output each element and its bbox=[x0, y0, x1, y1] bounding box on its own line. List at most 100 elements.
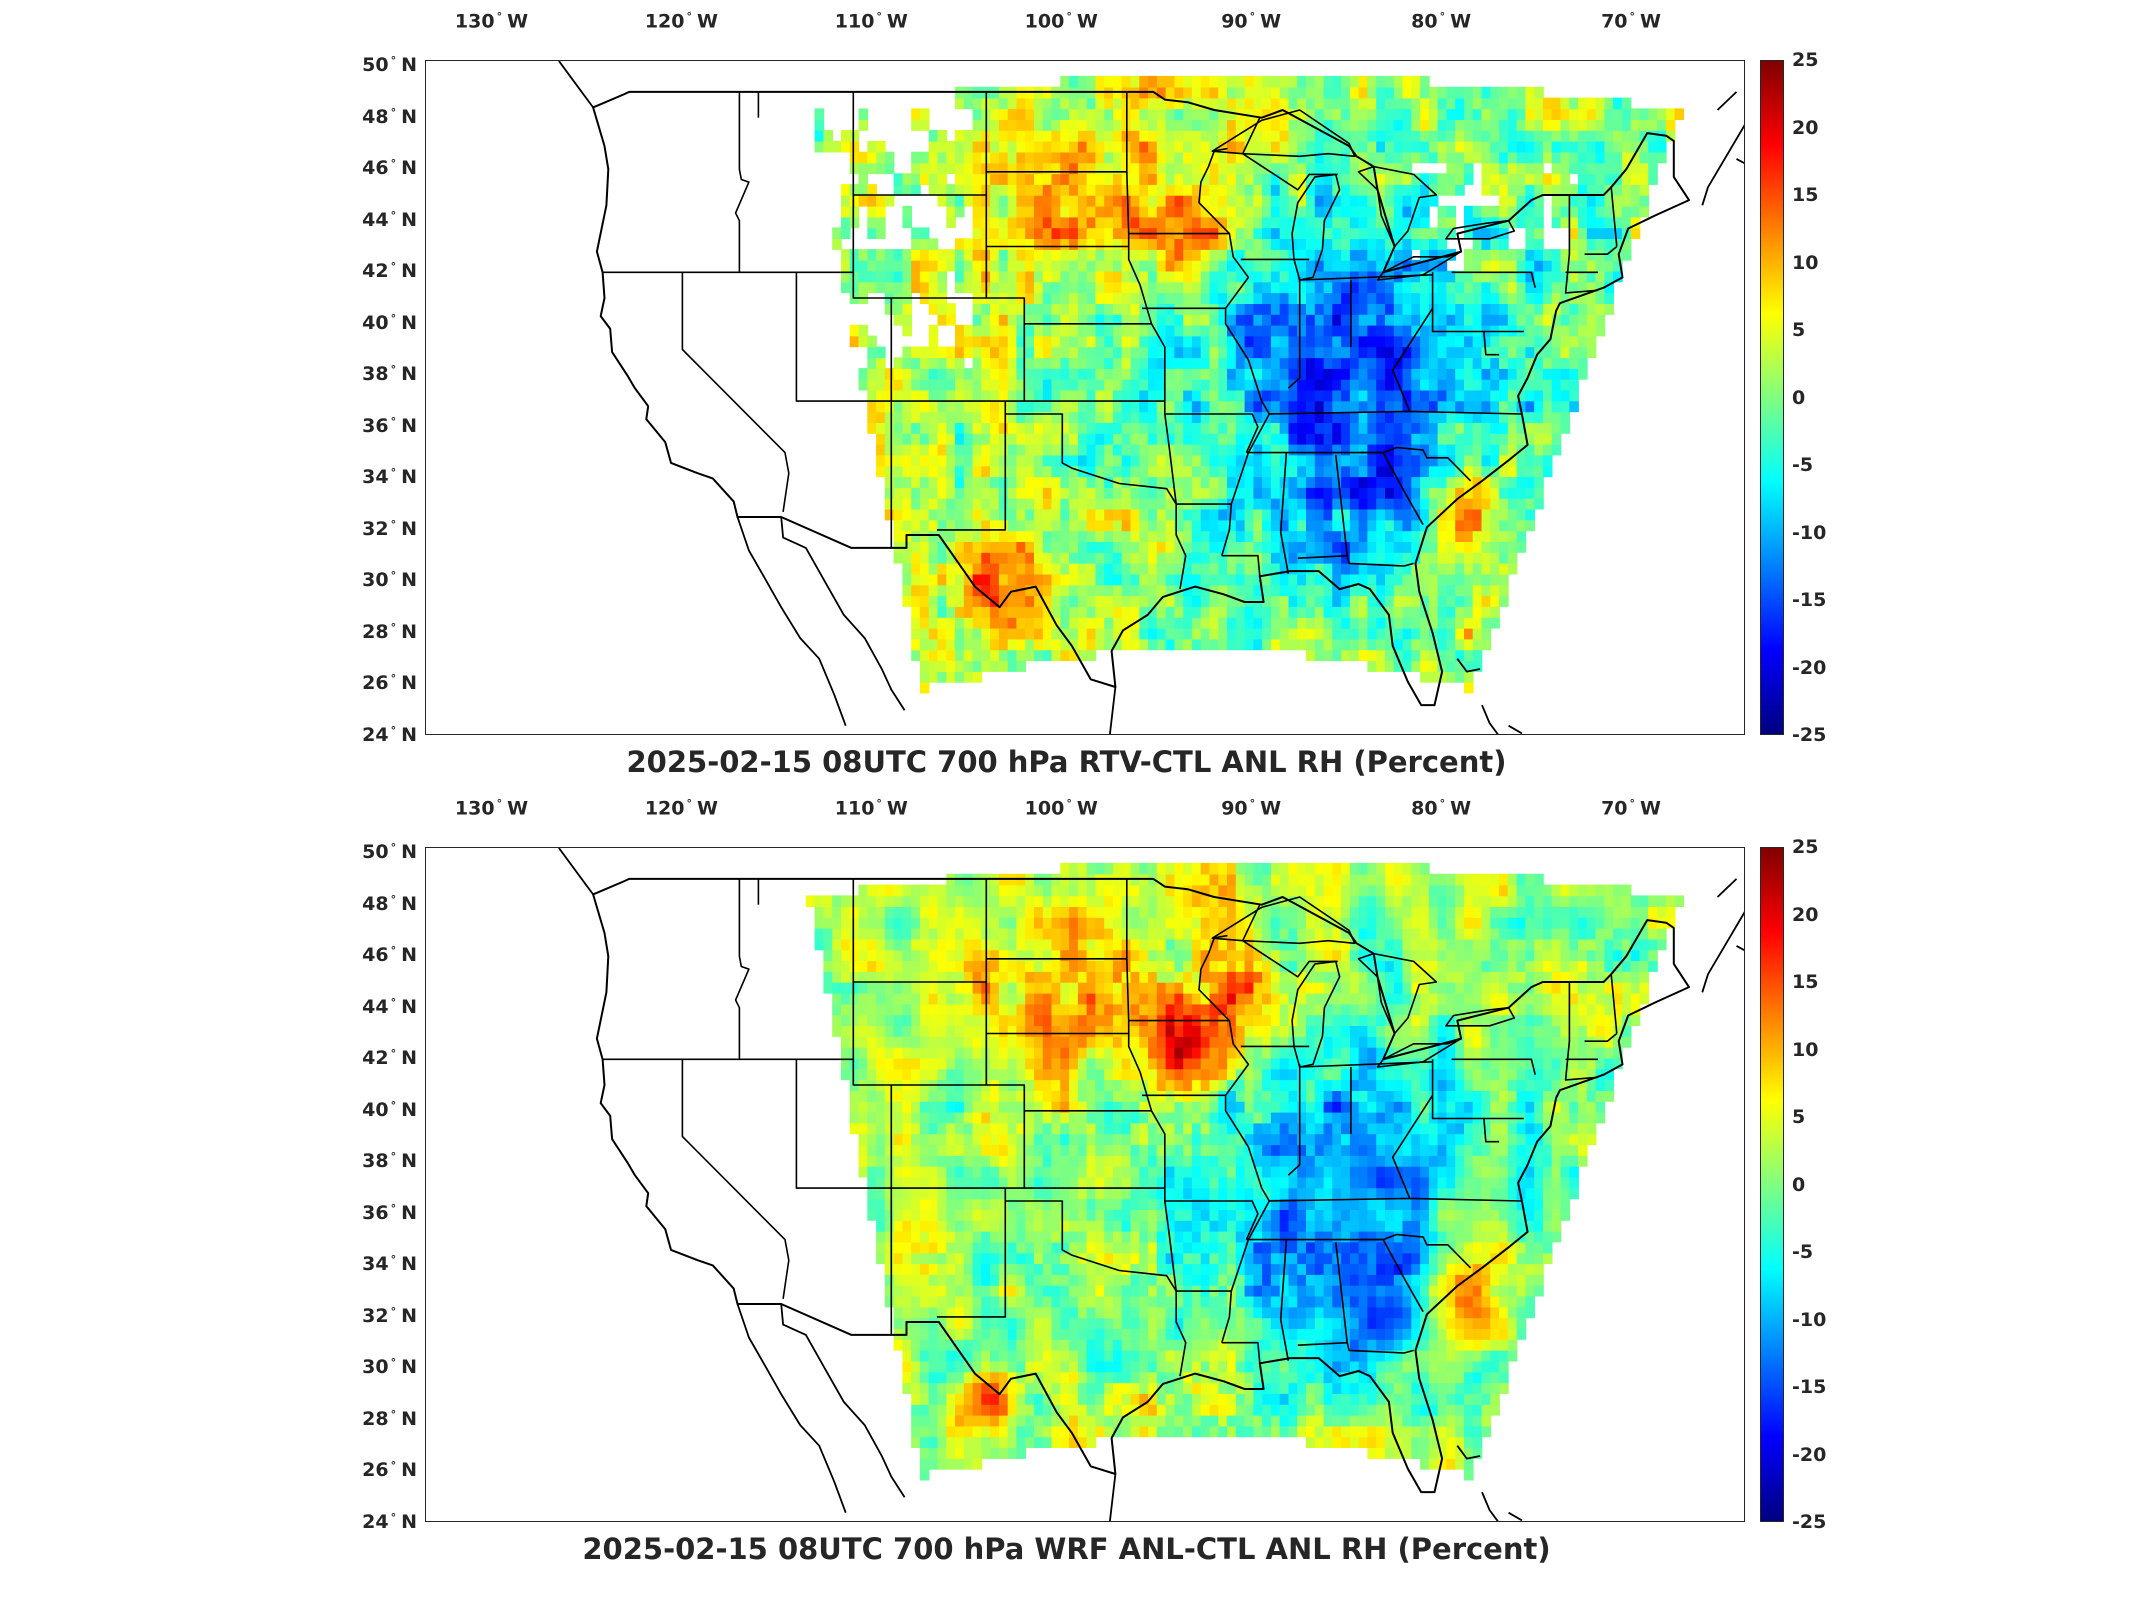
field-cell bbox=[1139, 1393, 1149, 1405]
field-cell bbox=[1104, 368, 1114, 380]
field-cell bbox=[1244, 476, 1255, 488]
field-cell bbox=[1183, 216, 1193, 229]
field-cell bbox=[1042, 292, 1053, 304]
field-cell bbox=[1086, 1371, 1097, 1384]
field-cell bbox=[1279, 552, 1290, 564]
field-cell bbox=[1464, 573, 1474, 586]
field-cell bbox=[1376, 649, 1386, 661]
field-cell bbox=[1578, 173, 1588, 185]
field-cell bbox=[1077, 562, 1088, 575]
field-cell bbox=[1551, 108, 1562, 120]
field-cell bbox=[1139, 75, 1149, 88]
field-cell bbox=[1191, 595, 1202, 607]
field-cell bbox=[1358, 1382, 1369, 1394]
field-cell bbox=[1235, 541, 1246, 553]
field-cell bbox=[1095, 1425, 1105, 1438]
field-cell bbox=[1323, 584, 1334, 597]
field-cell bbox=[1428, 195, 1439, 207]
field-cell bbox=[849, 259, 860, 272]
field-cell bbox=[1034, 216, 1044, 229]
field-cell bbox=[1314, 617, 1325, 629]
field-cell bbox=[1349, 411, 1360, 423]
field-cell bbox=[1481, 97, 1492, 110]
field-cell bbox=[1323, 508, 1334, 521]
field-cell bbox=[955, 184, 965, 196]
field-cell bbox=[884, 281, 895, 294]
field-cell bbox=[1262, 97, 1272, 110]
field-cell bbox=[1279, 173, 1290, 185]
field-cell bbox=[1332, 508, 1342, 521]
field-cell bbox=[1630, 195, 1641, 207]
field-cell bbox=[972, 227, 983, 239]
field-cell bbox=[1130, 151, 1141, 164]
field-cell bbox=[1253, 1425, 1263, 1438]
field-cell bbox=[990, 270, 1000, 283]
field-cell bbox=[1060, 552, 1070, 564]
field-cell bbox=[1499, 303, 1509, 315]
field-cell bbox=[1227, 75, 1237, 88]
field-cell bbox=[1306, 562, 1316, 575]
field-cell bbox=[1349, 433, 1360, 445]
field-cell bbox=[1428, 1458, 1439, 1470]
field-cell bbox=[1402, 617, 1413, 629]
field-cell bbox=[1034, 292, 1044, 304]
field-cell bbox=[1200, 476, 1211, 488]
field-cell bbox=[1174, 476, 1184, 488]
field-cell bbox=[981, 1328, 991, 1340]
field-cell bbox=[1262, 465, 1272, 478]
field-cell bbox=[1262, 368, 1272, 380]
field-cell bbox=[1525, 357, 1535, 369]
field-cell bbox=[893, 378, 904, 391]
field-cell bbox=[1060, 324, 1070, 337]
field-cell bbox=[1455, 151, 1465, 164]
field-cell bbox=[919, 270, 930, 283]
field-cell bbox=[998, 454, 1009, 467]
field-cell bbox=[1042, 227, 1053, 239]
field-cell bbox=[1385, 357, 1395, 369]
field-cell bbox=[1025, 238, 1035, 250]
field-cell bbox=[955, 1425, 965, 1438]
field-cell bbox=[1297, 324, 1307, 337]
field-cell bbox=[1051, 433, 1062, 445]
field-cell bbox=[972, 433, 983, 445]
field-cell bbox=[1165, 433, 1176, 445]
field-cell bbox=[1341, 195, 1351, 207]
field-cell bbox=[1148, 476, 1158, 488]
field-cell bbox=[1025, 465, 1035, 478]
field-cell bbox=[1262, 205, 1272, 218]
field-cell bbox=[1113, 151, 1123, 164]
field-cell bbox=[919, 422, 930, 434]
field-cell bbox=[1341, 584, 1351, 597]
field-cell bbox=[1007, 130, 1018, 142]
field-cell bbox=[1007, 508, 1018, 521]
field-cell bbox=[1209, 378, 1220, 391]
field-cell bbox=[1420, 1371, 1430, 1384]
field-cell bbox=[1393, 259, 1404, 272]
field-cell bbox=[1209, 281, 1220, 294]
field-cell bbox=[1113, 487, 1123, 499]
field-cell bbox=[1507, 1339, 1518, 1351]
field-cell bbox=[1279, 259, 1290, 272]
field-cell bbox=[1323, 1382, 1334, 1394]
field-cell bbox=[1464, 1425, 1474, 1438]
field-cell bbox=[1095, 216, 1105, 229]
field-cell bbox=[1507, 324, 1518, 337]
field-cell bbox=[1464, 140, 1474, 153]
field-cell bbox=[1411, 151, 1421, 164]
field-cell bbox=[1446, 627, 1456, 640]
field-cell bbox=[1025, 162, 1035, 175]
field-cell bbox=[1200, 97, 1211, 110]
field-cell bbox=[963, 595, 974, 607]
field-cell bbox=[1490, 205, 1500, 218]
field-cell bbox=[1569, 259, 1579, 272]
field-cell bbox=[1069, 162, 1079, 175]
field-cell bbox=[1358, 378, 1369, 391]
field-cell bbox=[1288, 1349, 1299, 1362]
field-cell bbox=[1113, 346, 1123, 359]
field-cell bbox=[1016, 1447, 1026, 1459]
field-cell bbox=[1507, 422, 1518, 434]
field-cell bbox=[946, 508, 956, 521]
field-cell bbox=[1534, 195, 1544, 207]
field-cell bbox=[1428, 595, 1439, 607]
field-cell bbox=[1525, 508, 1535, 521]
